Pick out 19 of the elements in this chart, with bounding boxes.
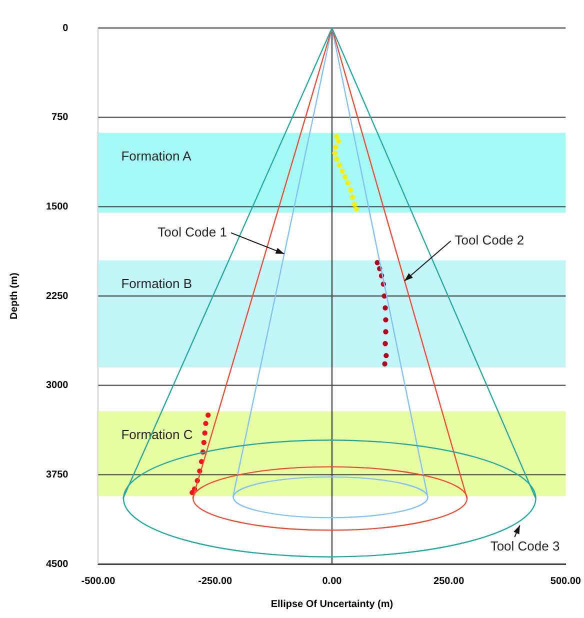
x-tick-label: -500.00 [81,576,116,587]
y-tick-label: 4500 [46,558,69,570]
annotation: Tool Code 3 [490,538,560,554]
y-tick-label: 3750 [46,469,69,480]
x-tick-label: -250.00 [198,576,233,587]
band-label: Formation A [121,148,192,164]
x-tick-label: 250.00 [434,576,465,587]
x-tick-label: 500.00 [550,576,582,587]
band-label: Formation B [121,276,192,291]
y-tick-label: 3000 [46,380,69,392]
y-axis-title: Depth (m) [8,272,20,320]
annotation: Tool Code 1 [158,224,227,240]
x-tick-label: 0.00 [322,576,342,587]
y-tick-label: 0 [62,22,69,34]
y-tick-label: 1500 [46,201,69,212]
x-axis-title: Ellipse Of Uncertainty (m) [270,598,394,610]
y-tick-label: 750 [52,112,69,124]
y-tick-label: 2250 [46,290,69,302]
annotation: Tool Code 2 [454,232,524,248]
